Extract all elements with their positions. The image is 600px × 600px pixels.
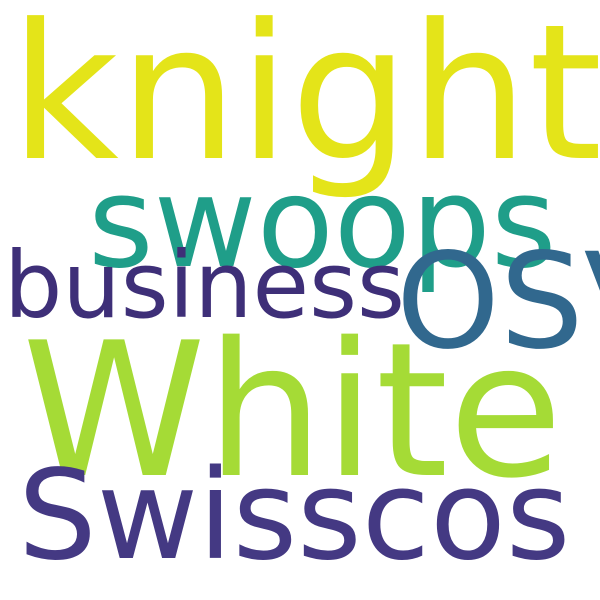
word-business: business xyxy=(4,232,405,339)
word-white: White xyxy=(22,302,563,519)
word-knight: knight xyxy=(10,0,600,203)
word-swisscos: Swisscos xyxy=(18,444,571,588)
word-osv: OSV xyxy=(396,225,600,379)
word-swoops: swoops xyxy=(88,149,557,296)
